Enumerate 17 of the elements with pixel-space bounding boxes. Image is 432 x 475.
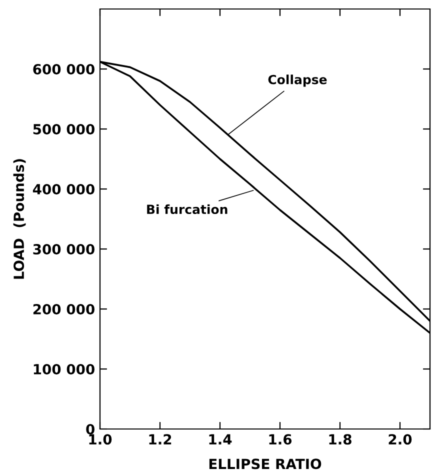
y-tick-label: 100 000: [34, 364, 94, 374]
y-tick-label: 200 000: [33, 304, 94, 314]
x-tick-label: 1.4: [209, 434, 232, 444]
annotation: Bi furcation: [147, 204, 228, 214]
x-tick-label: 1.8: [329, 434, 352, 445]
y-tick-label: 600 000: [33, 64, 94, 74]
x-axis-title: ELLIPSE RATIO: [209, 458, 322, 470]
x-tick-label: 1.6: [269, 434, 292, 445]
y-tick-label: 0: [86, 424, 94, 434]
y-tick-label: 500 000: [33, 124, 94, 134]
x-tick-label: 1.2: [149, 434, 172, 444]
y-tick-label: 400 000: [32, 184, 94, 194]
x-tick-label: 1.0: [89, 434, 112, 445]
x-tick-label: 2.0: [388, 434, 412, 445]
y-axis-title: LOAD (Pounds): [13, 159, 26, 279]
y-tick-label: 300 000: [33, 244, 94, 254]
annotation: Collapse: [268, 74, 327, 87]
